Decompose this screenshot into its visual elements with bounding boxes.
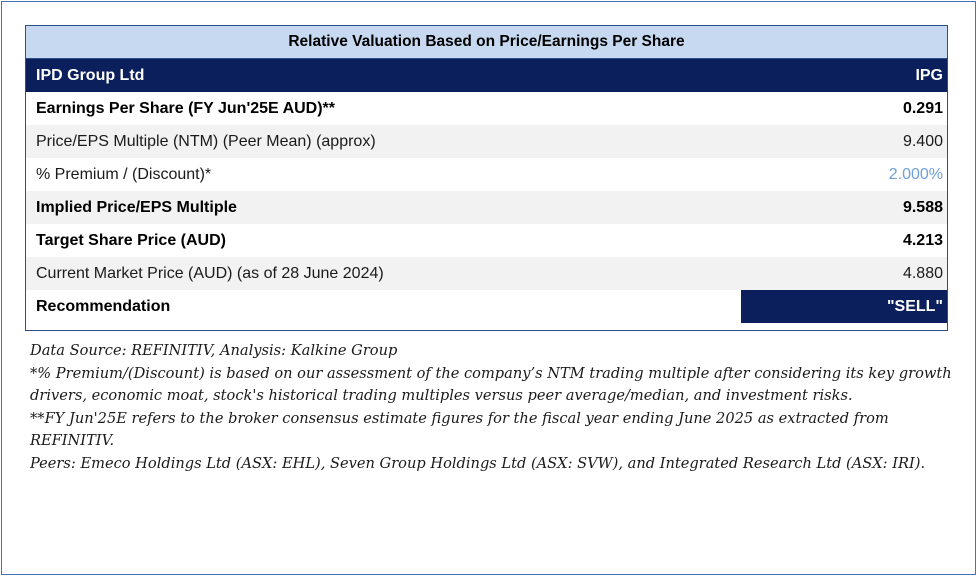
table-row: Current Market Price (AUD) (as of 28 Jun…: [26, 257, 947, 290]
row-label: Current Market Price (AUD) (as of 28 Jun…: [36, 264, 384, 282]
row-label: Implied Price/EPS Multiple: [36, 198, 237, 216]
premium-note: *% Premium/(Discount) is based on our as…: [30, 364, 952, 405]
company-name: IPD Group Ltd: [36, 66, 145, 84]
peers-note: Peers: Emeco Holdings Ltd (ASX: EHL), Se…: [30, 454, 926, 472]
table-row: Earnings Per Share (FY Jun'25E AUD)** 0.…: [26, 92, 947, 125]
table-row: % Premium / (Discount)* 2.000%: [26, 158, 947, 191]
row-value: 9.588: [902, 198, 943, 216]
row-label: Price/EPS Multiple (NTM) (Peer Mean) (ap…: [36, 132, 376, 150]
row-label: Target Share Price (AUD): [36, 231, 226, 249]
recommendation-value: "SELL": [741, 290, 947, 323]
data-source-note: Data Source: REFINITIV, Analysis: Kalkin…: [30, 342, 398, 359]
recommendation-label: Recommendation: [36, 297, 171, 315]
row-label: % Premium / (Discount)*: [36, 165, 212, 183]
valuation-table: Relative Valuation Based on Price/Earnin…: [25, 25, 948, 331]
row-label: Earnings Per Share (FY Jun'25E AUD)**: [36, 99, 336, 117]
ticker: IPG: [915, 66, 943, 84]
footnotes: Data Source: REFINITIV, Analysis: Kalkin…: [30, 340, 960, 476]
table-title: Relative Valuation Based on Price/Earnin…: [26, 26, 947, 59]
row-value: 2.000%: [888, 165, 943, 183]
row-value: 4.880: [902, 264, 943, 282]
table-row: Implied Price/EPS Multiple 9.588: [26, 191, 947, 224]
table-row: Price/EPS Multiple (NTM) (Peer Mean) (ap…: [26, 125, 947, 158]
row-value: 0.291: [902, 99, 943, 117]
table-row: Target Share Price (AUD) 4.213: [26, 224, 947, 257]
row-value: 9.400: [902, 132, 943, 150]
recommendation-row: Recommendation "SELL": [26, 290, 947, 323]
table-header: IPD Group Ltd IPG: [26, 59, 947, 92]
row-value: 4.213: [902, 231, 943, 249]
fy-note: **FY Jun'25E refers to the broker consen…: [30, 409, 889, 450]
